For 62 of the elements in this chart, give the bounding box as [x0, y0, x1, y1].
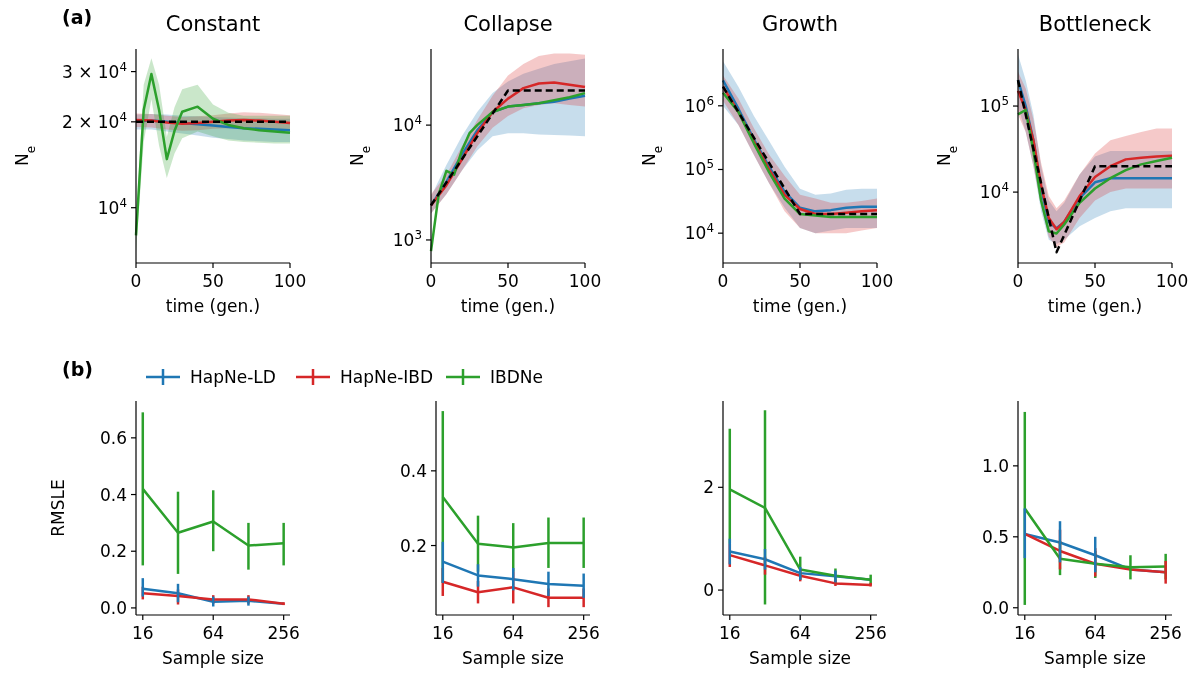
- y-tick-label: 10$^{4}$: [979, 180, 1009, 203]
- y-tick-label: 0.2: [99, 541, 127, 562]
- y-tick-label: 10$^{5}$: [979, 94, 1009, 117]
- x-tick-label: 0: [717, 271, 729, 291]
- x-tick-label: 50: [497, 271, 519, 291]
- y-tick-label: 2: [703, 477, 714, 498]
- y-tick-label: 0: [703, 580, 714, 601]
- y-tick-label: 10$^{6}$: [684, 93, 714, 116]
- x-axis-title: Sample size: [161, 648, 265, 668]
- text: (a): [62, 6, 93, 28]
- y-tick-label: 0.6: [99, 427, 127, 448]
- chart-title: Constant: [165, 12, 261, 36]
- x-tick-label: 50: [1084, 271, 1106, 291]
- y-tick-label: 0.0: [99, 597, 127, 618]
- x-tick-label: 256: [854, 623, 887, 643]
- y-tick-label: 0.0: [981, 597, 1009, 618]
- y-tick-label: 0.4: [99, 484, 127, 505]
- chart-title: Collapse: [463, 12, 553, 36]
- x-tick-label: 100: [1155, 271, 1189, 291]
- x-tick-label: 16: [1013, 623, 1036, 643]
- legend-label: HapNe-IBD: [340, 367, 434, 387]
- chart-title: Growth: [761, 12, 839, 36]
- x-tick-label: 256: [567, 623, 600, 643]
- x-tick-label: 100: [860, 271, 894, 291]
- y-tick-label: 2 × 10$^{4}$: [61, 109, 127, 132]
- x-tick-label: 16: [718, 623, 741, 643]
- x-axis-title: time (gen.): [460, 296, 556, 316]
- x-tick-label: 64: [1084, 623, 1107, 643]
- x-tick-label: 16: [431, 623, 454, 643]
- y-tick-label: 0.4: [399, 460, 427, 481]
- y-tick-label: 10$^{5}$: [684, 157, 714, 180]
- x-tick-label: 100: [568, 271, 602, 291]
- x-axis-title: time (gen.): [1047, 296, 1143, 316]
- x-tick-label: 64: [789, 623, 812, 643]
- y-tick-label: 1.0: [981, 455, 1009, 476]
- y-tick-label: 10$^{4}$: [392, 113, 422, 136]
- y-tick-label: 10$^{4}$: [97, 195, 127, 218]
- y-tick-label: 0.2: [399, 535, 427, 556]
- text: (b): [62, 358, 93, 380]
- chart-title: Bottleneck: [1038, 12, 1153, 36]
- y-tick-label: 0.5: [981, 526, 1009, 547]
- x-tick-label: 256: [1149, 623, 1182, 643]
- x-axis-title: Sample size: [748, 648, 852, 668]
- y-axis-title: RMSLE: [48, 479, 68, 537]
- x-axis-title: Sample size: [1043, 648, 1147, 668]
- x-tick-label: 0: [1012, 271, 1024, 291]
- x-tick-label: 256: [267, 623, 300, 643]
- x-tick-label: 16: [131, 623, 154, 643]
- y-tick-label: 3 × 10$^{4}$: [61, 59, 127, 82]
- x-tick-label: 50: [789, 271, 811, 291]
- x-axis-title: time (gen.): [165, 296, 261, 316]
- x-axis-title: time (gen.): [752, 296, 848, 316]
- x-tick-label: 100: [273, 271, 307, 291]
- x-tick-label: 0: [130, 271, 142, 291]
- legend-label: IBDNe: [490, 367, 543, 387]
- x-tick-label: 50: [202, 271, 224, 291]
- legend-label: HapNe-LD: [190, 367, 276, 387]
- y-tick-label: 10$^{4}$: [684, 221, 714, 244]
- y-tick-label: 10$^{3}$: [392, 227, 422, 250]
- x-axis-title: Sample size: [461, 648, 565, 668]
- x-tick-label: 64: [502, 623, 525, 643]
- x-tick-label: 64: [202, 623, 225, 643]
